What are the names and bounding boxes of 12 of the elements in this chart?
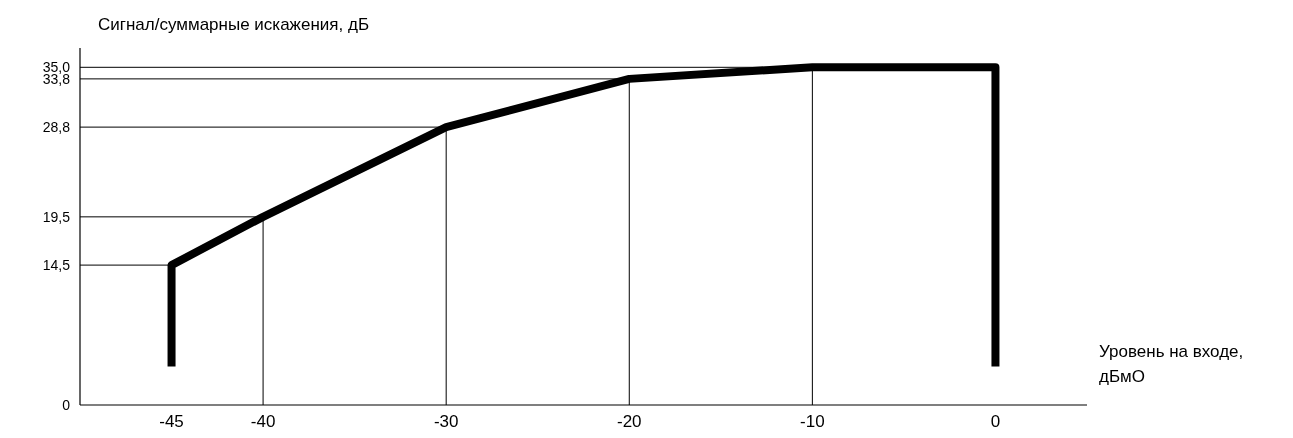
x-tick-label: -10 [800, 412, 825, 431]
x-tick-label: -20 [616, 412, 642, 431]
y-tick-label: 14,5 [42, 256, 71, 273]
x-tick-label: -30 [433, 412, 459, 431]
y-tick-label: 28,8 [42, 119, 71, 136]
y-tick-label: 19,5 [42, 208, 71, 225]
x-axis-title: Уровень на входе, дБмО [1099, 342, 1244, 386]
y-axis-title: Сигнал/суммарные искажения, дБ [98, 15, 370, 34]
x-tick-label: 0 [990, 412, 1001, 431]
x-tick-label: -45 [159, 412, 184, 431]
y-tick-label: 0 [62, 396, 71, 413]
x-tick-label: -40 [250, 412, 276, 431]
